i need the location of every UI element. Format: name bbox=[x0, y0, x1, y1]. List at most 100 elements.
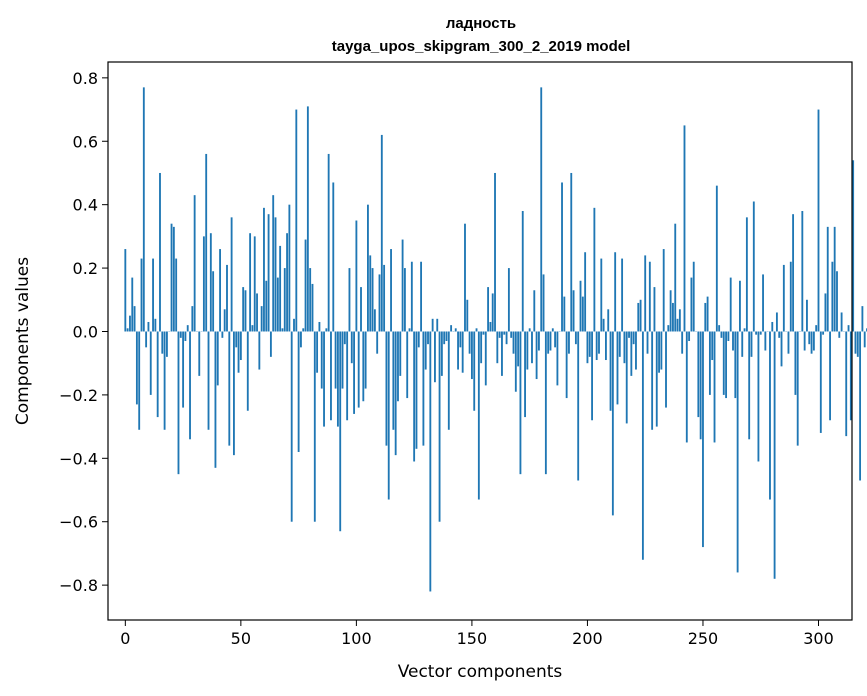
bar bbox=[584, 252, 587, 332]
bar bbox=[202, 236, 205, 332]
y-tick-label: −0.8 bbox=[59, 576, 98, 595]
bar bbox=[729, 277, 732, 332]
bar bbox=[323, 331, 325, 427]
bar bbox=[755, 331, 758, 335]
bar bbox=[819, 331, 822, 433]
y-tick-label: −0.6 bbox=[59, 513, 98, 532]
bar bbox=[639, 299, 642, 332]
bar bbox=[332, 182, 335, 332]
bar bbox=[720, 331, 723, 338]
bar bbox=[812, 331, 815, 351]
bar bbox=[838, 331, 841, 338]
bar bbox=[440, 331, 443, 376]
bar bbox=[470, 331, 473, 380]
bar bbox=[186, 325, 189, 332]
bar bbox=[302, 328, 305, 332]
bar bbox=[244, 290, 247, 332]
bar bbox=[565, 331, 568, 399]
bar bbox=[524, 331, 526, 418]
bar bbox=[484, 331, 487, 386]
bar bbox=[487, 287, 490, 332]
bar bbox=[237, 331, 240, 373]
bar bbox=[505, 331, 508, 345]
bar bbox=[662, 249, 665, 332]
bar bbox=[547, 331, 550, 354]
chart-title: ладность bbox=[446, 15, 516, 32]
x-tick-label: 300 bbox=[803, 629, 834, 648]
bar bbox=[824, 293, 827, 332]
bar bbox=[794, 331, 797, 395]
bar bbox=[216, 331, 219, 386]
bar bbox=[373, 309, 376, 332]
chart-subtitle: tayga_upos_skipgram_300_2_2019 model bbox=[332, 38, 631, 55]
bar bbox=[512, 331, 515, 354]
bar bbox=[588, 331, 591, 357]
bar bbox=[221, 331, 224, 338]
bar bbox=[704, 302, 707, 332]
bar bbox=[498, 331, 501, 338]
bar bbox=[380, 134, 383, 332]
bar bbox=[826, 226, 829, 332]
bar bbox=[607, 309, 610, 332]
bar bbox=[810, 331, 813, 354]
bar bbox=[256, 293, 258, 332]
bar bbox=[782, 264, 785, 332]
bar bbox=[124, 249, 127, 332]
bar bbox=[184, 331, 187, 341]
bar bbox=[408, 328, 411, 332]
bar bbox=[258, 331, 261, 370]
bar bbox=[191, 306, 194, 332]
bar bbox=[621, 258, 624, 332]
bar bbox=[475, 328, 478, 332]
bar bbox=[637, 302, 640, 332]
bar bbox=[501, 331, 503, 376]
bar bbox=[253, 236, 256, 332]
bar bbox=[212, 271, 215, 332]
bar bbox=[327, 153, 330, 332]
bar bbox=[230, 217, 233, 332]
bar bbox=[339, 331, 342, 532]
bar bbox=[235, 331, 238, 348]
bar bbox=[189, 331, 191, 440]
bar bbox=[815, 325, 818, 332]
bar bbox=[491, 293, 494, 332]
bar bbox=[350, 331, 353, 364]
x-tick-label: 200 bbox=[572, 629, 603, 648]
bar bbox=[336, 331, 339, 427]
bar bbox=[540, 87, 543, 332]
bar bbox=[658, 331, 660, 373]
bar bbox=[630, 331, 633, 376]
bar bbox=[272, 195, 275, 332]
bar bbox=[205, 153, 208, 332]
x-tick-label: 100 bbox=[341, 629, 372, 648]
bar bbox=[861, 306, 864, 332]
bar bbox=[447, 331, 450, 430]
x-tick-label: 50 bbox=[231, 629, 251, 648]
bar bbox=[172, 226, 175, 332]
x-axis-label: Vector components bbox=[398, 662, 563, 682]
bar bbox=[288, 204, 291, 332]
bar bbox=[568, 331, 570, 354]
bar bbox=[482, 331, 485, 335]
bar bbox=[427, 331, 429, 345]
bar bbox=[175, 258, 178, 332]
bar bbox=[517, 331, 520, 367]
bar bbox=[209, 233, 212, 332]
bar bbox=[346, 331, 349, 421]
bar bbox=[510, 331, 513, 338]
bar bbox=[808, 331, 811, 345]
bar bbox=[431, 318, 434, 332]
x-tick-label: 0 bbox=[120, 629, 130, 648]
bar bbox=[572, 290, 575, 332]
bar bbox=[454, 328, 457, 332]
bar bbox=[443, 331, 446, 345]
bar bbox=[750, 331, 753, 357]
bar bbox=[369, 255, 372, 332]
bar bbox=[133, 306, 136, 332]
bar bbox=[401, 239, 404, 332]
bar bbox=[154, 318, 157, 332]
bar bbox=[688, 331, 691, 341]
bar bbox=[297, 331, 300, 452]
bar bbox=[420, 261, 423, 332]
bar bbox=[699, 331, 702, 440]
